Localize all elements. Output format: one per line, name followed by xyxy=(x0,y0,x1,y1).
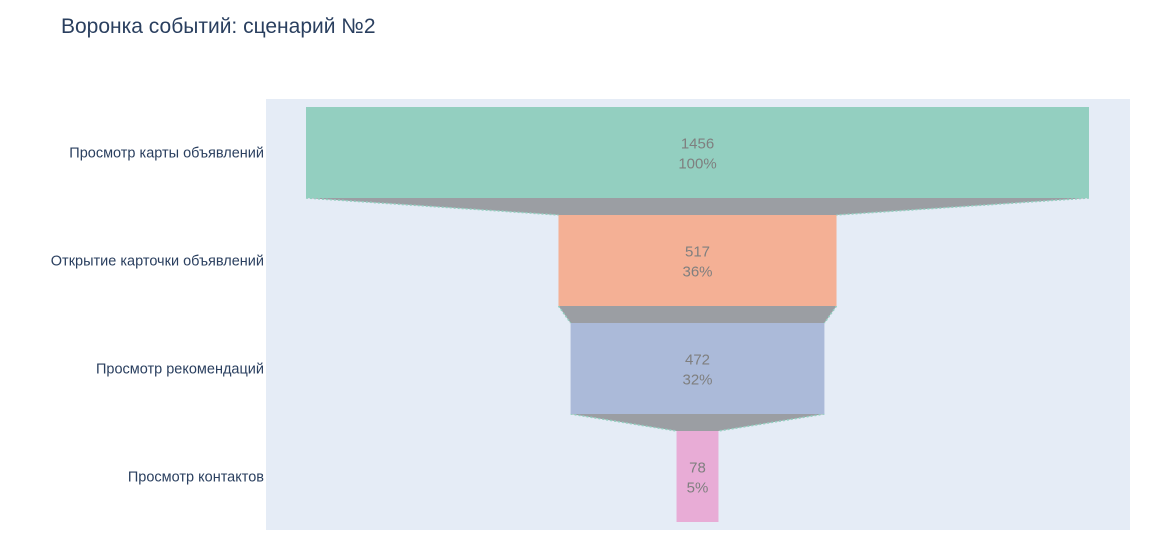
stage-label-1: Просмотр карты объявлений xyxy=(69,146,264,162)
funnel-connector-edge-left-2 xyxy=(557,305,572,324)
stage-labels: Просмотр карты объявлений Открытие карточ… xyxy=(51,146,265,486)
value-label-2: 517 xyxy=(685,244,710,261)
funnel-connector-3 xyxy=(570,414,825,431)
funnel-bars xyxy=(306,107,1089,522)
funnel-connectors xyxy=(305,197,1090,432)
funnel-bar-1 xyxy=(306,107,1089,198)
funnel-connector-2 xyxy=(558,306,837,323)
value-label-3: 472 xyxy=(685,352,710,369)
value-label-4: 78 xyxy=(689,460,706,477)
funnel-connector-edge-right-2 xyxy=(823,305,838,324)
funnel-bar-2 xyxy=(558,215,837,306)
value-labels: 1456 100% 517 36% 472 32% 78 5% xyxy=(678,136,716,497)
funnel-connector-edge-right-3 xyxy=(718,413,825,432)
value-label-1: 1456 xyxy=(681,136,714,153)
percent-label-3: 32% xyxy=(682,372,712,389)
funnel-bar-4 xyxy=(676,431,719,522)
stage-label-2: Открытие карточки объявлений xyxy=(51,254,264,270)
funnel-connector-edge-left-3 xyxy=(570,413,677,432)
percent-label-2: 36% xyxy=(682,264,712,281)
percent-label-4: 5% xyxy=(687,480,709,497)
percent-label-1: 100% xyxy=(678,156,716,173)
funnel-bar-3 xyxy=(570,323,825,414)
stage-label-4: Просмотр контактов xyxy=(128,470,264,486)
stage-label-3: Просмотр рекомендаций xyxy=(96,362,264,378)
chart-title: Воронка событий: сценарий №2 xyxy=(61,15,376,38)
